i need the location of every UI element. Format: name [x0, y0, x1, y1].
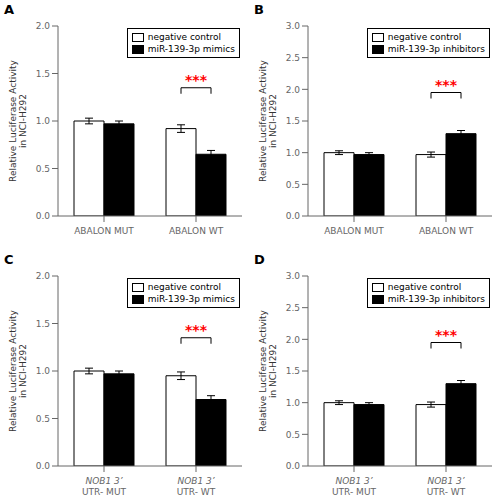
svg-text:2.5: 2.5 [286, 303, 300, 313]
html-text:negative control: negative control [147, 32, 222, 42]
svg-text:0.5: 0.5 [286, 430, 300, 440]
svg-text:2.0: 2.0 [286, 335, 301, 345]
html-text:miR-139-3p inhibitors: miR-139-3p inhibitors [387, 294, 485, 304]
svg-text:0.0: 0.0 [36, 211, 51, 221]
svg-text:Relative Luciferase Activityin: Relative Luciferase Activityin NCI-H292 [8, 59, 28, 182]
svg-text:2.5: 2.5 [286, 53, 300, 63]
svg-text:Relative Luciferase Activityin: Relative Luciferase Activityin NCI-H292 [8, 309, 28, 432]
svg-text:2.0: 2.0 [286, 85, 301, 95]
svg-text:0.0: 0.0 [286, 211, 301, 221]
svg-text:1.5: 1.5 [36, 69, 50, 79]
svg-text:Relative Luciferase Activityin: Relative Luciferase Activityin NCI-H292 [258, 59, 278, 182]
svg-text:Relative Luciferase Activityin: Relative Luciferase Activityin NCI-H292 [258, 309, 278, 432]
svg-text:***: *** [185, 72, 208, 88]
svg-text:***: *** [435, 327, 458, 343]
svg-text:NOB1 3’UTR- MUT: NOB1 3’UTR- MUT [332, 476, 376, 497]
svg-text:3.0: 3.0 [286, 271, 301, 281]
svg-text:ABALON MUT: ABALON MUT [74, 226, 134, 236]
html-text:negative control: negative control [147, 282, 222, 292]
svg-text:NOB1 3’UTR- MUT: NOB1 3’UTR- MUT [82, 476, 126, 497]
svg-text:1.0: 1.0 [286, 148, 301, 158]
svg-text:0.0: 0.0 [286, 461, 301, 471]
svg-text:NOB1 3’UTR- WT: NOB1 3’UTR- WT [427, 476, 466, 497]
svg-text:1.5: 1.5 [286, 116, 300, 126]
html-text:negative control: negative control [387, 32, 462, 42]
html-text:A: A [4, 2, 15, 17]
html-text:negative control: negative control [387, 282, 462, 292]
svg-text:1.0: 1.0 [286, 398, 301, 408]
svg-text:1.5: 1.5 [36, 319, 50, 329]
html-text:miR-139-3p inhibitors: miR-139-3p inhibitors [387, 44, 485, 54]
svg-text:1.0: 1.0 [36, 366, 51, 376]
html-text:C: C [4, 252, 14, 267]
svg-text:0.5: 0.5 [36, 164, 50, 174]
svg-text:NOB1 3’UTR- WT: NOB1 3’UTR- WT [177, 476, 216, 497]
svg-text:0.5: 0.5 [36, 414, 50, 424]
svg-text:2.0: 2.0 [36, 271, 51, 281]
svg-text:ABALON WT: ABALON WT [419, 226, 474, 236]
svg-text:0.5: 0.5 [286, 180, 300, 190]
svg-text:ABALON WT: ABALON WT [169, 226, 224, 236]
svg-text:***: *** [185, 322, 208, 338]
html-text:miR-139-3p mimics: miR-139-3p mimics [147, 294, 235, 304]
html-text:D: D [254, 252, 265, 267]
svg-text:1.0: 1.0 [36, 116, 51, 126]
svg-text:3.0: 3.0 [286, 21, 301, 31]
svg-text:***: *** [435, 77, 458, 93]
html-text:miR-139-3p mimics: miR-139-3p mimics [147, 44, 235, 54]
html-text:B: B [254, 2, 264, 17]
svg-text:ABALON MUT: ABALON MUT [324, 226, 384, 236]
svg-text:2.0: 2.0 [36, 21, 51, 31]
svg-text:0.0: 0.0 [36, 461, 51, 471]
svg-text:1.5: 1.5 [286, 366, 300, 376]
